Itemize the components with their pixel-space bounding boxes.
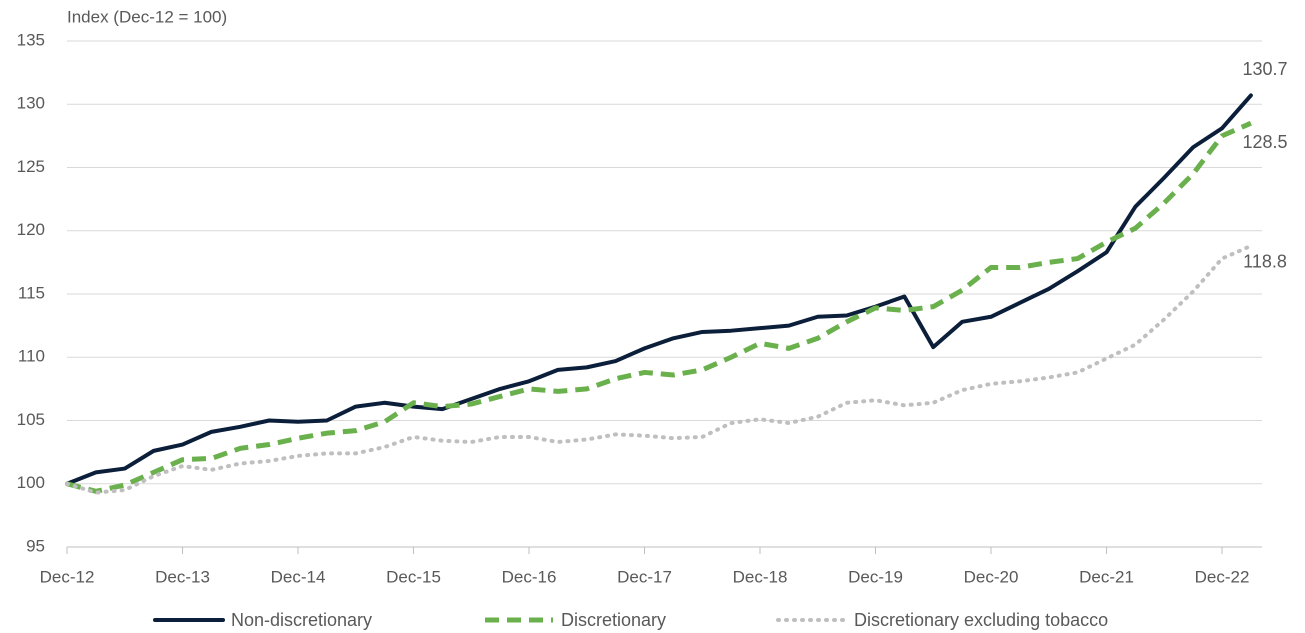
y-tick-label: 120 <box>17 220 45 239</box>
y-tick-label: 100 <box>17 473 45 492</box>
end-value-label: 128.5 <box>1242 132 1287 152</box>
y-tick-label: 130 <box>17 94 45 113</box>
y-tick-label: 125 <box>17 157 45 176</box>
x-tick-label: Dec-16 <box>502 567 557 586</box>
series-line <box>65 93 1253 486</box>
y-axis-title: Index (Dec-12 = 100) <box>67 7 227 26</box>
end-value-label: 130.7 <box>1242 59 1287 79</box>
x-tick-label: Dec-12 <box>40 567 95 586</box>
y-tick-label: 115 <box>18 283 45 302</box>
y-tick-label: 110 <box>18 347 45 366</box>
x-tick-label: Dec-17 <box>617 567 672 586</box>
y-tick-label: 95 <box>26 536 45 555</box>
y-tick-label: 135 <box>17 30 45 49</box>
x-tick-label: Dec-18 <box>733 567 788 586</box>
end-value-label: 118.8 <box>1243 252 1287 272</box>
series-line <box>66 120 1252 494</box>
legend-label: Discretionary <box>561 610 666 630</box>
legend-label: Non-discretionary <box>231 610 372 630</box>
x-tick-label: Dec-13 <box>155 567 210 586</box>
x-tick-label: Dec-15 <box>386 567 441 586</box>
x-tick-label: Dec-22 <box>1195 567 1250 586</box>
x-tick-label: Dec-14 <box>271 567 326 586</box>
series-line <box>65 243 1253 495</box>
x-tick-label: Dec-21 <box>1079 567 1134 586</box>
x-tick-label: Dec-20 <box>964 567 1019 586</box>
y-tick-label: 105 <box>17 410 45 429</box>
legend-label: Discretionary excluding tobacco <box>854 610 1108 630</box>
x-tick-label: Dec-19 <box>848 567 903 586</box>
